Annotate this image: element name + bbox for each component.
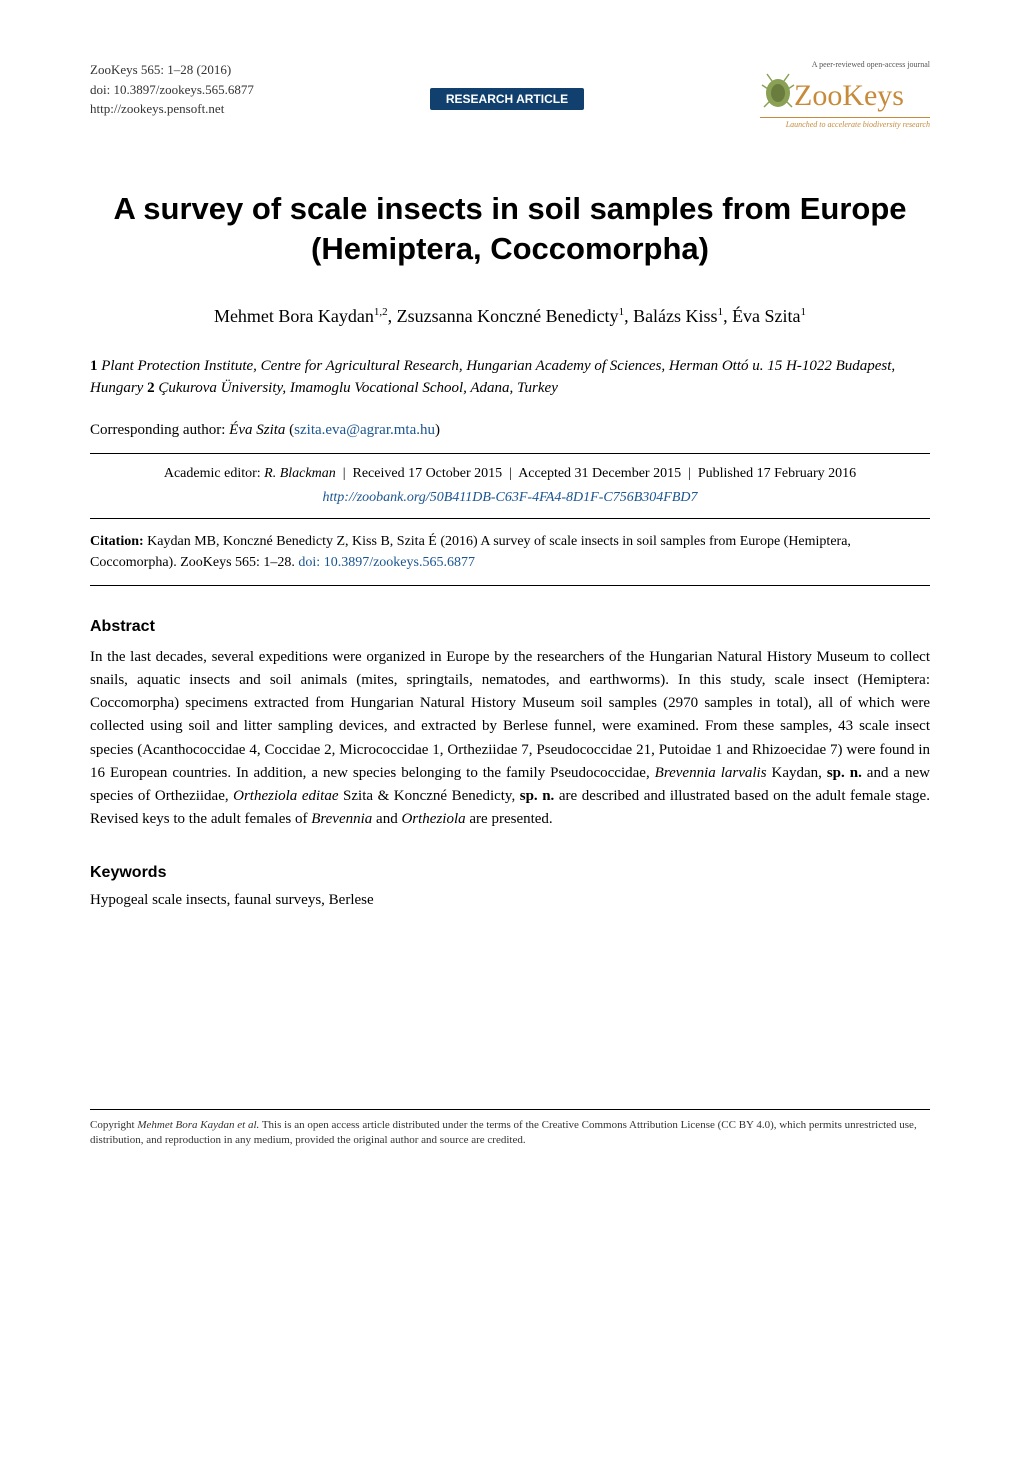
logo-tagline-top: A peer-reviewed open-access journal xyxy=(760,60,930,69)
corresponding-email[interactable]: szita.eva@agrar.mta.hu xyxy=(294,422,435,438)
journal-citation: ZooKeys 565: 1–28 (2016) xyxy=(90,60,254,80)
affiliations: 1 Plant Protection Institute, Centre for… xyxy=(90,355,930,400)
zoobank-link[interactable]: http://zoobank.org/50B411DB-C63F-4FA4-8D… xyxy=(90,490,930,506)
keywords-body: Hypogeal scale insects, faunal surveys, … xyxy=(90,892,930,909)
page-header: ZooKeys 565: 1–28 (2016) doi: 10.3897/zo… xyxy=(90,60,930,129)
authors: Mehmet Bora Kaydan1,2, Zsuzsanna Konczné… xyxy=(90,306,930,327)
abstract-heading: Abstract xyxy=(90,618,930,636)
copyright-footer: Copyright Mehmet Bora Kaydan et al. This… xyxy=(90,1109,930,1149)
journal-logo: A peer-reviewed open-access journal ZooK… xyxy=(760,60,930,129)
journal-info: ZooKeys 565: 1–28 (2016) doi: 10.3897/zo… xyxy=(90,60,254,119)
zookeys-logo-icon: ZooKeys xyxy=(760,71,930,115)
article-title: A survey of scale insects in soil sample… xyxy=(90,189,930,270)
citation: Citation: Kaydan MB, Konczné Benedicty Z… xyxy=(90,531,930,573)
abstract-body: In the last decades, several expeditions… xyxy=(90,646,930,832)
journal-url[interactable]: http://zookeys.pensoft.net xyxy=(90,101,224,116)
editor-dates: Academic editor: R. Blackman | Received … xyxy=(90,466,930,482)
corresponding-author: Corresponding author: Éva Szita (szita.e… xyxy=(90,422,930,439)
divider xyxy=(90,518,930,519)
logo-tagline-bottom: Launched to accelerate biodiversity rese… xyxy=(760,117,930,129)
corresponding-name: Éva Szita xyxy=(229,422,285,438)
divider xyxy=(90,453,930,454)
article-type-badge: RESEARCH ARTICLE xyxy=(430,88,584,110)
corresponding-label: Corresponding author: xyxy=(90,422,229,438)
divider xyxy=(90,585,930,586)
journal-doi: doi: 10.3897/zookeys.565.6877 xyxy=(90,80,254,100)
svg-text:ZooKeys: ZooKeys xyxy=(794,79,904,112)
keywords-heading: Keywords xyxy=(90,864,930,882)
